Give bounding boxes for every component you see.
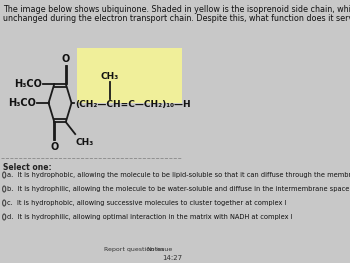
Text: Select one:: Select one: <box>2 163 51 172</box>
Text: The image below shows ubiquinone. Shaded in yellow is the isoprenoid side chain,: The image below shows ubiquinone. Shaded… <box>2 5 350 14</box>
Text: CH₃: CH₃ <box>100 72 119 81</box>
Text: Notes: Notes <box>146 247 164 252</box>
Text: 14:27: 14:27 <box>162 255 182 261</box>
Text: H₃CO: H₃CO <box>8 98 36 108</box>
Bar <box>77 48 182 103</box>
Text: b.  It is hydrophilic, allowing the molecule to be water-soluble and diffuse in : b. It is hydrophilic, allowing the molec… <box>7 186 350 192</box>
Text: CH₃: CH₃ <box>76 138 94 147</box>
Text: a.  It is hydrophobic, allowing the molecule to be lipid-soluble so that it can : a. It is hydrophobic, allowing the molec… <box>7 172 350 178</box>
Text: O: O <box>50 142 58 152</box>
Text: H₃CO: H₃CO <box>14 79 42 89</box>
Text: Report question issue: Report question issue <box>104 247 173 252</box>
Text: (CH₂—CH=C—CH₂)₁₀—H: (CH₂—CH=C—CH₂)₁₀—H <box>75 99 191 109</box>
Text: O: O <box>62 54 70 64</box>
Text: unchanged during the electron transport chain. Despite this, what function does : unchanged during the electron transport … <box>2 14 350 23</box>
Text: d.  It is hydrophilic, allowing optimal interaction in the matrix with NADH at c: d. It is hydrophilic, allowing optimal i… <box>7 214 293 220</box>
Text: c.  It is hydrophobic, allowing successive molecules to cluster together at comp: c. It is hydrophobic, allowing successiv… <box>7 200 287 206</box>
